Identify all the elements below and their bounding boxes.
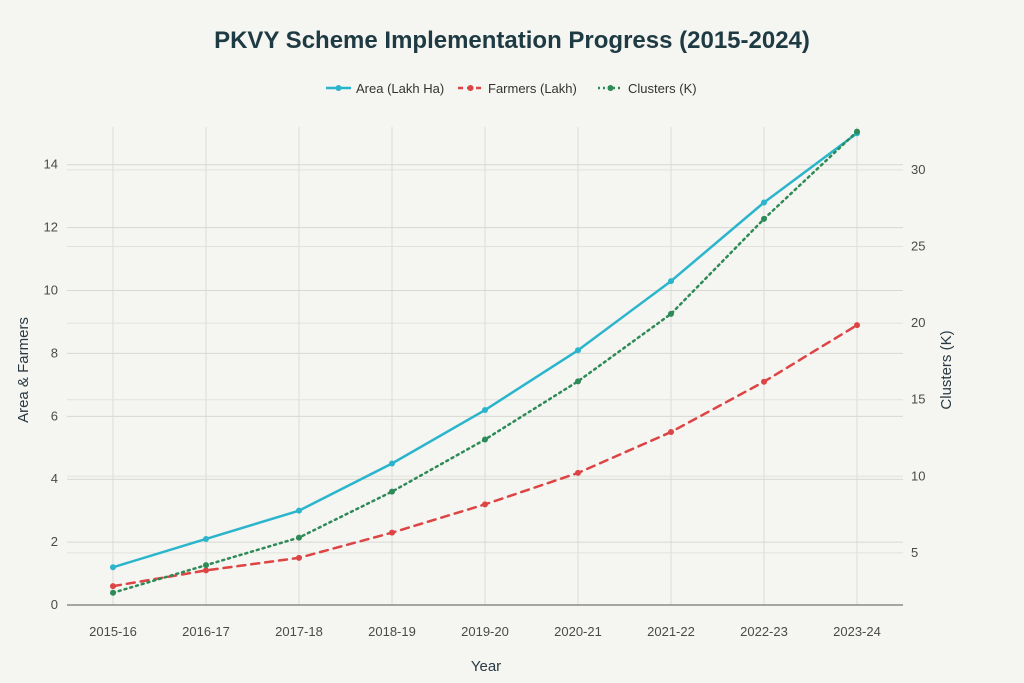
series-0-point bbox=[389, 460, 395, 467]
series-2-point bbox=[296, 534, 302, 541]
x-tick-label: 2019-20 bbox=[461, 624, 509, 639]
y-right-tick-label: 5 bbox=[911, 545, 918, 560]
series-2-point bbox=[575, 378, 581, 385]
legend-marker-1 bbox=[467, 85, 474, 91]
y-right-tick-label: 15 bbox=[911, 392, 925, 407]
y-axis-left-title: Area & Farmers bbox=[15, 317, 32, 423]
series-1-point bbox=[761, 378, 767, 385]
series-0-point bbox=[761, 199, 767, 206]
y-right-tick-label: 25 bbox=[911, 239, 925, 254]
series-0-point bbox=[575, 347, 581, 354]
series-2-point bbox=[110, 589, 116, 596]
series-1-point bbox=[110, 583, 116, 590]
series-group bbox=[110, 128, 860, 596]
series-2-point bbox=[854, 128, 860, 135]
x-tick-label: 2015-16 bbox=[89, 624, 137, 639]
x-tick-label: 2022-23 bbox=[740, 624, 788, 639]
series-0-point bbox=[668, 278, 674, 285]
grid-lines bbox=[67, 127, 903, 606]
y-left-tick-label: 8 bbox=[51, 345, 58, 360]
series-1-point bbox=[296, 554, 302, 561]
legend-marker-2 bbox=[607, 85, 614, 91]
series-2-point bbox=[482, 436, 488, 443]
x-tick-label: 2018-19 bbox=[368, 624, 416, 639]
legend-label-0: Area (Lakh Ha) bbox=[356, 81, 444, 96]
series-2-point bbox=[668, 310, 674, 317]
series-2-point bbox=[761, 215, 767, 222]
series-1-point bbox=[389, 529, 395, 536]
x-tick-label: 2020-21 bbox=[554, 624, 602, 639]
y-left-tick-label: 4 bbox=[51, 471, 58, 486]
series-1-point bbox=[854, 322, 860, 329]
series-1-point bbox=[668, 429, 674, 436]
y-left-tick-label: 14 bbox=[44, 157, 58, 172]
series-0-point bbox=[482, 407, 488, 414]
legend-label-2: Clusters (K) bbox=[628, 81, 697, 96]
legend-label-1: Farmers (Lakh) bbox=[488, 81, 577, 96]
y-left-tick-label: 0 bbox=[51, 597, 58, 612]
series-1-point bbox=[482, 501, 488, 508]
legend-marker-0 bbox=[335, 85, 342, 91]
series-1-point bbox=[575, 469, 581, 476]
legend: Area (Lakh Ha) Farmers (Lakh) Clusters (K) bbox=[326, 81, 697, 96]
x-axis-title: Year bbox=[471, 658, 501, 675]
x-tick-label: 2021-22 bbox=[647, 624, 695, 639]
y-right-tick-label: 10 bbox=[911, 468, 925, 483]
series-0-point bbox=[203, 535, 209, 542]
y-left-tick-label: 12 bbox=[44, 220, 58, 235]
y-left-tick-label: 10 bbox=[44, 283, 58, 298]
x-tick-label: 2017-18 bbox=[275, 624, 323, 639]
y-axis-right-title: Clusters (K) bbox=[938, 330, 955, 409]
y-right-tick-label: 30 bbox=[911, 162, 925, 177]
series-1-point bbox=[203, 567, 209, 574]
series-2-point bbox=[203, 562, 209, 569]
x-tick-label: 2023-24 bbox=[833, 624, 881, 639]
x-tick-label: 2016-17 bbox=[182, 624, 230, 639]
y-left-tick-label: 6 bbox=[51, 408, 58, 423]
series-0-point bbox=[110, 564, 116, 571]
axes: 2015-16 2016-17 2017-18 2018-19 2019-20 2020-… bbox=[44, 157, 926, 639]
series-2-point bbox=[389, 488, 395, 495]
series-0-point bbox=[296, 507, 302, 514]
y-right-tick-label: 20 bbox=[911, 315, 925, 330]
y-left-tick-label: 2 bbox=[51, 534, 58, 549]
chart-title: PKVY Scheme Implementation Progress (201… bbox=[214, 27, 810, 54]
